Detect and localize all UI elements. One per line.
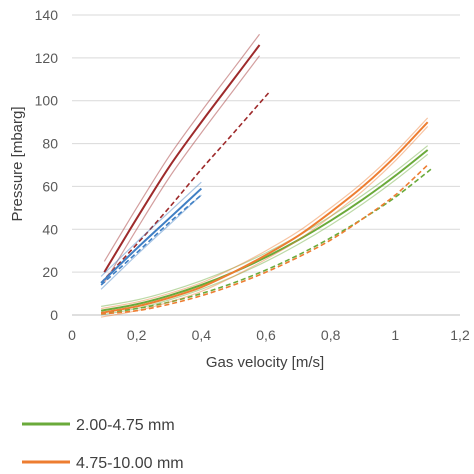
confidence-band-line xyxy=(100,181,202,277)
series-line xyxy=(100,121,429,314)
y-tick-label: 140 xyxy=(35,7,59,23)
confidence-band-line xyxy=(100,126,429,318)
x-tick-label: 0 xyxy=(68,327,76,343)
x-axis-title: Gas velocity [m/s] xyxy=(206,354,324,371)
series-lines xyxy=(100,33,432,318)
confidence-band-line xyxy=(100,194,202,290)
legend: 2.00-4.75 mm 4.75-10.00 mm xyxy=(22,417,184,472)
series-line xyxy=(103,44,261,273)
y-tick-label: 0 xyxy=(50,307,58,323)
x-tick-label: 0,4 xyxy=(192,327,212,343)
x-tick-label: 1 xyxy=(391,327,399,343)
confidence-band-line xyxy=(103,55,261,284)
y-tick-label: 120 xyxy=(35,50,59,66)
y-tick-label: 80 xyxy=(42,136,58,152)
series-dashed-line xyxy=(100,91,270,284)
confidence-band-line xyxy=(100,153,429,316)
y-tick-label: 40 xyxy=(42,221,58,237)
confidence-band-line xyxy=(103,33,261,262)
confidence-band-line xyxy=(100,145,429,308)
legend-label: 2.00-4.75 mm xyxy=(76,417,175,434)
y-tick-label: 20 xyxy=(42,264,58,280)
legend-label: 4.75-10.00 mm xyxy=(76,455,184,472)
series-0 xyxy=(103,33,261,284)
x-tick-label: 0,8 xyxy=(321,327,341,343)
y-axis-title: Pressure [mbarg] xyxy=(9,106,26,221)
gridlines xyxy=(72,14,460,273)
y-tick-label: 100 xyxy=(35,93,59,109)
series-6 xyxy=(100,117,429,318)
confidence-band-line xyxy=(100,117,429,310)
tick-labels: 0 20 40 60 80 100 120 140 0 0,2 0,4 0,6 0,8 1 1,2 xyxy=(35,7,470,343)
series-2 xyxy=(100,181,203,290)
x-tick-label: 0,6 xyxy=(256,327,276,343)
series-dashed-line xyxy=(100,194,202,286)
x-tick-label: 1,2 xyxy=(450,327,470,343)
x-tick-label: 0,2 xyxy=(127,327,147,343)
series-1 xyxy=(100,91,270,284)
series-3 xyxy=(100,194,202,286)
series-4 xyxy=(100,145,429,316)
series-line xyxy=(100,187,203,284)
y-tick-label: 60 xyxy=(42,178,58,194)
series-7 xyxy=(101,164,429,315)
